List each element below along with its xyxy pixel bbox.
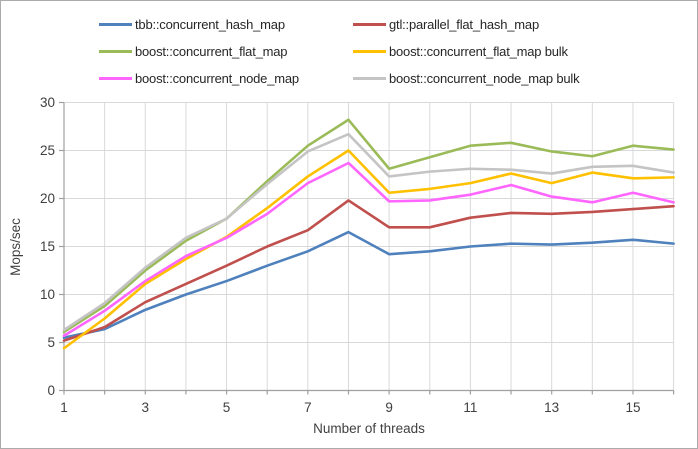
x-tick-label: 15 <box>625 400 641 415</box>
y-axis-title: Mops/sec <box>8 218 23 276</box>
legend-label: gtl::parallel_flat_hash_map <box>389 16 539 32</box>
series-line-0 <box>62 230 675 340</box>
legend-item-2: boost::concurrent_flat_map <box>99 43 288 59</box>
y-tick-label: 30 <box>39 94 55 110</box>
series-line-5 <box>62 132 675 332</box>
legend-line-swatch <box>353 49 386 53</box>
series-lines <box>62 118 675 350</box>
y-tick-label: 15 <box>39 238 55 254</box>
series-line-3 <box>62 149 675 350</box>
legend-label: boost::concurrent_node_map bulk <box>389 70 580 86</box>
legend-label: boost::concurrent_flat_map bulk <box>389 43 568 59</box>
legend-label: boost::concurrent_flat_map <box>135 43 288 59</box>
legend-line-swatch <box>99 76 132 80</box>
series-line-2 <box>62 118 675 334</box>
x-tick-label: 1 <box>60 400 68 415</box>
legend-label: boost::concurrent_node_map <box>135 70 299 86</box>
x-tick-label: 11 <box>463 400 478 415</box>
legend-item-3: boost::concurrent_flat_map bulk <box>353 43 568 59</box>
y-tick-label: 20 <box>39 190 55 206</box>
legend-item-0: tbb::concurrent_hash_map <box>99 16 285 32</box>
y-tick-label: 10 <box>39 286 55 302</box>
legend-line-swatch <box>99 49 132 53</box>
x-tick-label: 3 <box>141 400 150 415</box>
y-tick-label: 5 <box>47 334 55 350</box>
x-axis-title: Number of threads <box>313 421 425 436</box>
y-tick-label: 25 <box>39 142 55 158</box>
legend-line-swatch <box>353 22 386 26</box>
series-line-4 <box>62 161 675 338</box>
x-tick-label: 13 <box>544 400 560 415</box>
y-tick-label: 0 <box>47 382 55 398</box>
x-tick-label: 9 <box>385 400 393 415</box>
legend-label: tbb::concurrent_hash_map <box>135 16 285 32</box>
legend-line-swatch <box>99 22 132 26</box>
x-tick-label: 5 <box>222 400 231 415</box>
legend-item-1: gtl::parallel_flat_hash_map <box>353 16 539 32</box>
legend-item-4: boost::concurrent_node_map <box>99 70 299 86</box>
x-tick-label: 7 <box>304 400 312 415</box>
axes <box>59 101 675 395</box>
legend-line-swatch <box>353 76 386 80</box>
series-line-1 <box>62 199 675 342</box>
legend-item-5: boost::concurrent_node_map bulk <box>353 70 580 86</box>
